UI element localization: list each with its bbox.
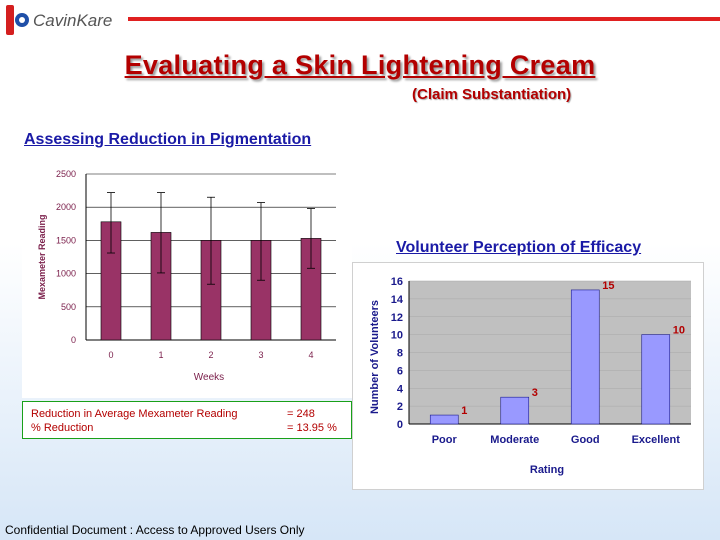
c1-ytick-label: 1000	[56, 269, 76, 279]
c2-xtick-label: Good	[571, 434, 600, 446]
c2-ylabel: Number of Volunteers	[369, 300, 381, 414]
c2-bar	[570, 289, 600, 425]
summary-label-reduction: Reduction in Average Mexameter Reading	[31, 408, 238, 420]
header-rule	[128, 17, 720, 21]
c2-ytick-label: 14	[391, 294, 404, 306]
section-heading-pigmentation: Assessing Reduction in Pigmentation	[24, 131, 312, 148]
c1-xlabel: Weeks	[194, 372, 224, 383]
c2-data-label: 15	[602, 280, 614, 292]
c2-data-label: 1	[461, 405, 467, 417]
c1-ylabel: Mexameter Reading	[37, 214, 47, 299]
c2-xtick-label: Moderate	[490, 434, 539, 446]
mexameter-chart: 0 500 1000 1500 2000 2500 0 1 2 3 4 Mexameter Rea…	[22, 154, 352, 398]
c1-ytick-label: 2000	[56, 202, 76, 212]
c2-bar	[641, 334, 671, 425]
c2-ytick-label: 4	[397, 383, 404, 395]
page-title: Evaluating a Skin Lightening Cream	[124, 50, 596, 80]
c1-xtick-label: 1	[158, 350, 163, 360]
summary-label-percent: % Reduction	[31, 422, 94, 434]
c1-ytick-label: 0	[71, 335, 76, 345]
confidential-footer: Confidential Document : Access to Approv…	[5, 523, 305, 537]
c2-bar	[429, 414, 459, 425]
c2-ytick-label: 6	[397, 365, 403, 377]
cavinkare-logo: CavinKare	[6, 5, 112, 35]
c1-xtick-label: 2	[208, 350, 213, 360]
section-heading-perception: Volunteer Perception of Efficacy	[396, 239, 642, 256]
c2-data-label: 10	[673, 325, 685, 337]
c2-ytick-label: 0	[397, 419, 403, 431]
c2-ytick-label: 8	[397, 348, 403, 360]
c2-ytick-label: 16	[391, 276, 403, 288]
summary-value-percent: = 13.95 %	[287, 422, 337, 434]
page-subtitle: (Claim Substantiation)	[412, 86, 572, 103]
c1-xtick-label: 4	[308, 350, 313, 360]
summary-box: Reduction in Average Mexameter Reading =…	[22, 401, 352, 439]
summary-value-reduction: = 248	[287, 408, 315, 420]
c2-data-label: 3	[532, 387, 538, 399]
c2-bar	[500, 396, 530, 425]
c2-ytick-label: 2	[397, 401, 403, 413]
c1-ytick-label: 500	[61, 302, 76, 312]
c1-ytick-label: 1500	[56, 235, 76, 245]
c1-xtick-label: 0	[108, 350, 113, 360]
logo-text: CavinKare	[33, 11, 112, 30]
c1-ytick-label: 2500	[56, 169, 76, 179]
c2-xtick-label: Excellent	[632, 434, 681, 446]
c1-xtick-label: 3	[258, 350, 263, 360]
c2-ytick-label: 12	[391, 312, 403, 324]
c2-ytick-label: 10	[391, 330, 403, 342]
c2-xlabel: Rating	[530, 464, 564, 476]
c2-xtick-label: Poor	[432, 434, 458, 446]
